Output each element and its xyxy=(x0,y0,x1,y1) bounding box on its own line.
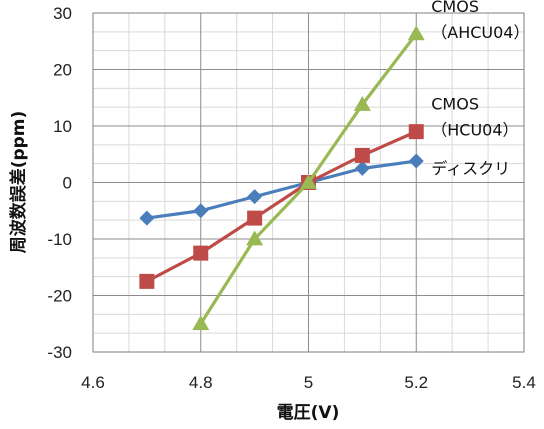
data-point-square xyxy=(408,124,424,140)
y-tick-labels: -30 -20 -10 0 10 20 30 xyxy=(47,4,72,362)
data-point-triangle xyxy=(192,315,210,331)
x-axis-title: 電圧(V) xyxy=(277,403,340,423)
series-label: CMOS xyxy=(431,95,479,114)
series-labels: ディスクリ CMOS （HCU04） CMOS （AHCU04） xyxy=(431,0,529,178)
x-tick-label: 4.6 xyxy=(81,373,105,392)
data-point-diamond xyxy=(354,160,370,176)
y-tick-label: -30 xyxy=(47,343,72,362)
y-axis-title: 周波数誤差(ppm) xyxy=(8,111,29,254)
data-point-square xyxy=(354,147,370,163)
plot-border xyxy=(92,12,525,353)
data-point-square xyxy=(139,273,155,289)
x-tick-label: 5.2 xyxy=(404,373,428,392)
data-point-diamond xyxy=(247,189,263,205)
x-tick-label: 5 xyxy=(304,373,313,392)
y-tick-label: 20 xyxy=(53,61,72,80)
x-tick-label: 4.8 xyxy=(189,373,213,392)
data-point-triangle xyxy=(246,230,264,246)
data-point-diamond xyxy=(408,153,424,169)
series-label: （AHCU04） xyxy=(431,23,529,42)
data-point-square xyxy=(193,245,209,261)
y-tick-label: 0 xyxy=(63,174,72,193)
y-tick-label: -10 xyxy=(47,230,72,249)
plot-frame xyxy=(92,12,525,353)
series-1 xyxy=(139,153,424,226)
series-2 xyxy=(139,124,424,289)
x-tick-label: 5.4 xyxy=(512,373,536,392)
data-point-square xyxy=(247,210,263,226)
data-point-triangle xyxy=(353,96,371,111)
series-line xyxy=(146,159,417,220)
series-label: ディスクリ xyxy=(431,159,510,178)
data-point-triangle xyxy=(300,174,317,189)
series-layer xyxy=(139,25,425,331)
series-3 xyxy=(192,25,425,331)
series-line xyxy=(146,130,417,283)
y-tick-label: 10 xyxy=(53,117,72,136)
data-point-diamond xyxy=(139,210,155,226)
x-tick-labels: 4.6 4.8 5 5.2 5.4 xyxy=(81,373,536,392)
data-point-triangle xyxy=(407,25,425,41)
y-tick-label: -20 xyxy=(47,287,72,306)
series-label: CMOS xyxy=(431,0,479,16)
series-label: （HCU04） xyxy=(431,121,518,140)
data-point-diamond xyxy=(193,203,209,219)
y-tick-label: 30 xyxy=(53,4,72,23)
